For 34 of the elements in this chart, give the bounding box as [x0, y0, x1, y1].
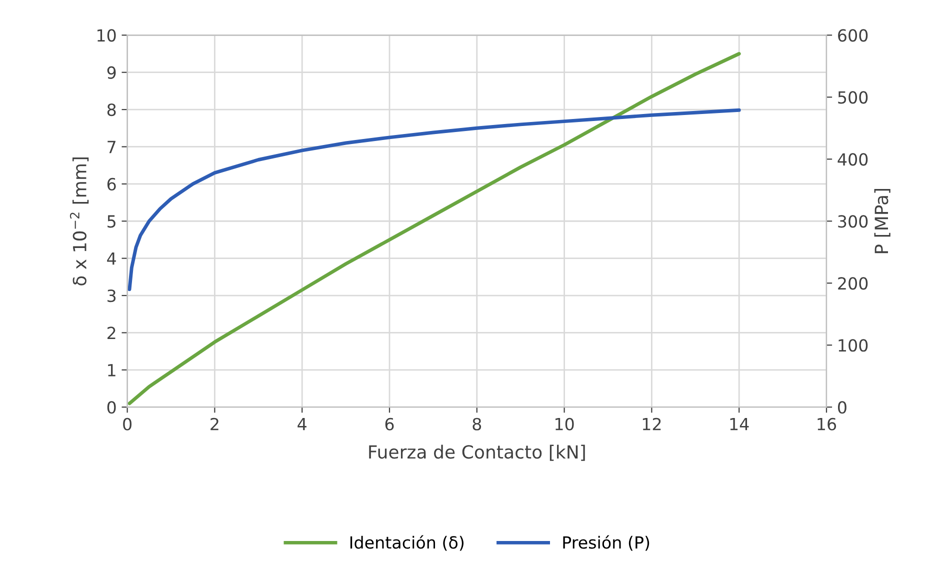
y-tick-label: 6 — [107, 178, 116, 191]
x-tick-label: 4 — [298, 418, 306, 430]
y-tick-label: 5 — [108, 215, 116, 228]
x-tick-label: 8 — [472, 418, 482, 430]
x-tick-label: 14 — [730, 418, 749, 430]
y2-tick-label: 100 — [838, 339, 868, 352]
y2-tick-label: 500 — [838, 91, 868, 104]
legend-label: Identación (δ) — [350, 535, 464, 551]
y-tick-label: 1 — [108, 364, 116, 376]
y-tick-label: 9 — [107, 66, 116, 79]
x-tick-label: 12 — [642, 418, 661, 430]
line-series — [128, 108, 741, 292]
x-tick-label: 2 — [210, 418, 218, 430]
x-axis-title: Fuerza de Contacto [kN] — [369, 444, 585, 461]
y-tick-label: 4 — [107, 252, 116, 265]
y2-axis-title: P [MPa] — [874, 188, 890, 254]
y-tick-label: 3 — [108, 289, 116, 302]
legend-label: Presión (P) — [563, 535, 650, 551]
x-tick-label: 0 — [123, 418, 132, 430]
y2-tick-label: 600 — [838, 29, 868, 42]
x-tick-label: 6 — [385, 418, 394, 430]
y-axis-title: δ x 10$^{−2}$ [mm] — [70, 157, 89, 286]
y-tick-label: 10 — [98, 29, 116, 42]
x-tick-label: 10 — [556, 418, 574, 430]
y2-tick-label: 300 — [838, 215, 868, 228]
y2-tick-label: 400 — [838, 153, 868, 166]
x-tick-label: 16 — [818, 418, 836, 430]
line-series — [128, 52, 741, 406]
y-tick-label: 2 — [107, 326, 116, 340]
y2-tick-label: 0 — [838, 401, 846, 414]
y-tick-label: 0 — [107, 401, 116, 414]
y2-tick-label: 200 — [838, 277, 868, 290]
y-tick-label: 7 — [108, 140, 116, 154]
y-tick-label: 8 — [107, 104, 116, 116]
